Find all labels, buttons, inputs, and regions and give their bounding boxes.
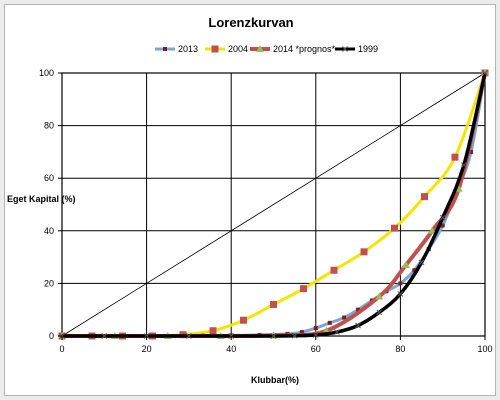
equality-line [61,72,486,337]
y-tick-label: 100 [39,68,54,78]
x-tick-label: 40 [226,344,236,354]
data-point-2014 [428,226,437,234]
x-tick-label: 0 [59,344,64,354]
legend-marker [211,45,219,53]
legend-marker [163,47,167,51]
data-point-2013 [356,307,361,312]
legend-label: 2014 *prognos* [273,44,336,54]
data-point-2004 [270,300,277,308]
data-point-1999 [270,333,277,339]
y-tick-label: 60 [44,173,54,183]
data-point-1999 [355,322,361,329]
chart-legend: 2013 2004 2014 *prognos* 1999 [155,44,378,54]
lorenz-chart: Lorenzkurvan 2013 2004 2014 *prognos* 1999 … [7,15,493,385]
y-tick-label: 20 [44,278,54,288]
data-point-2004 [421,193,429,201]
data-point-2013 [398,281,403,286]
data-point-2004 [330,266,338,274]
data-point-2013 [440,223,445,228]
data-point-2004 [209,327,217,335]
data-point-1999 [482,70,488,76]
data-point-2004 [360,248,368,256]
x-tick-label: 80 [395,344,405,354]
y-tick-label: 0 [49,331,54,341]
y-tick-label: 80 [44,121,54,131]
data-point-1999 [460,162,467,168]
equality-line-group [61,72,486,337]
data-point-1999 [334,329,340,335]
x-tick-label: 20 [142,344,152,354]
legend-label: 2013 [178,44,198,54]
legend-label: 2004 [228,44,248,54]
data-point-2013 [299,330,304,335]
data-point-1999 [312,332,319,338]
legend-label: 1999 [358,44,378,54]
data-point-2013 [412,268,417,273]
data-point-1999 [291,332,298,339]
y-axis-label: Eget Kapital (%) [7,194,76,204]
chart-title: Lorenzkurvan [208,15,293,30]
y-tick-label: 40 [44,226,54,236]
legend-marker [256,45,264,52]
series-group [58,69,489,340]
data-point-2004 [390,224,398,232]
data-point-2004 [300,285,308,293]
legend-marker [342,46,348,52]
data-point-1999 [439,214,446,221]
data-point-2013 [342,315,347,320]
data-point-1999 [101,333,108,339]
data-point-2014 [375,292,384,300]
series-line-1999 [62,72,487,338]
x-tick-label: 60 [311,344,321,354]
data-point-1999 [418,259,425,266]
x-axis-label: Klubbar(%) [251,375,299,385]
data-point-1999 [397,291,404,297]
tick-labels: 0 20 40 60 80 100 0 20 40 60 80 100 [39,68,493,354]
data-point-1999 [186,333,192,339]
data-point-2013 [469,149,474,154]
data-point-1999 [376,309,383,316]
chart-frame: Lorenzkurvan 2013 2004 2014 *prognos* 1999 … [4,4,496,396]
data-point-2013 [313,326,318,331]
data-point-2013 [327,320,332,325]
x-tick-label: 100 [477,344,492,354]
data-point-2004 [239,316,247,324]
data-point-2004 [451,153,459,161]
data-point-2014 [401,260,410,268]
